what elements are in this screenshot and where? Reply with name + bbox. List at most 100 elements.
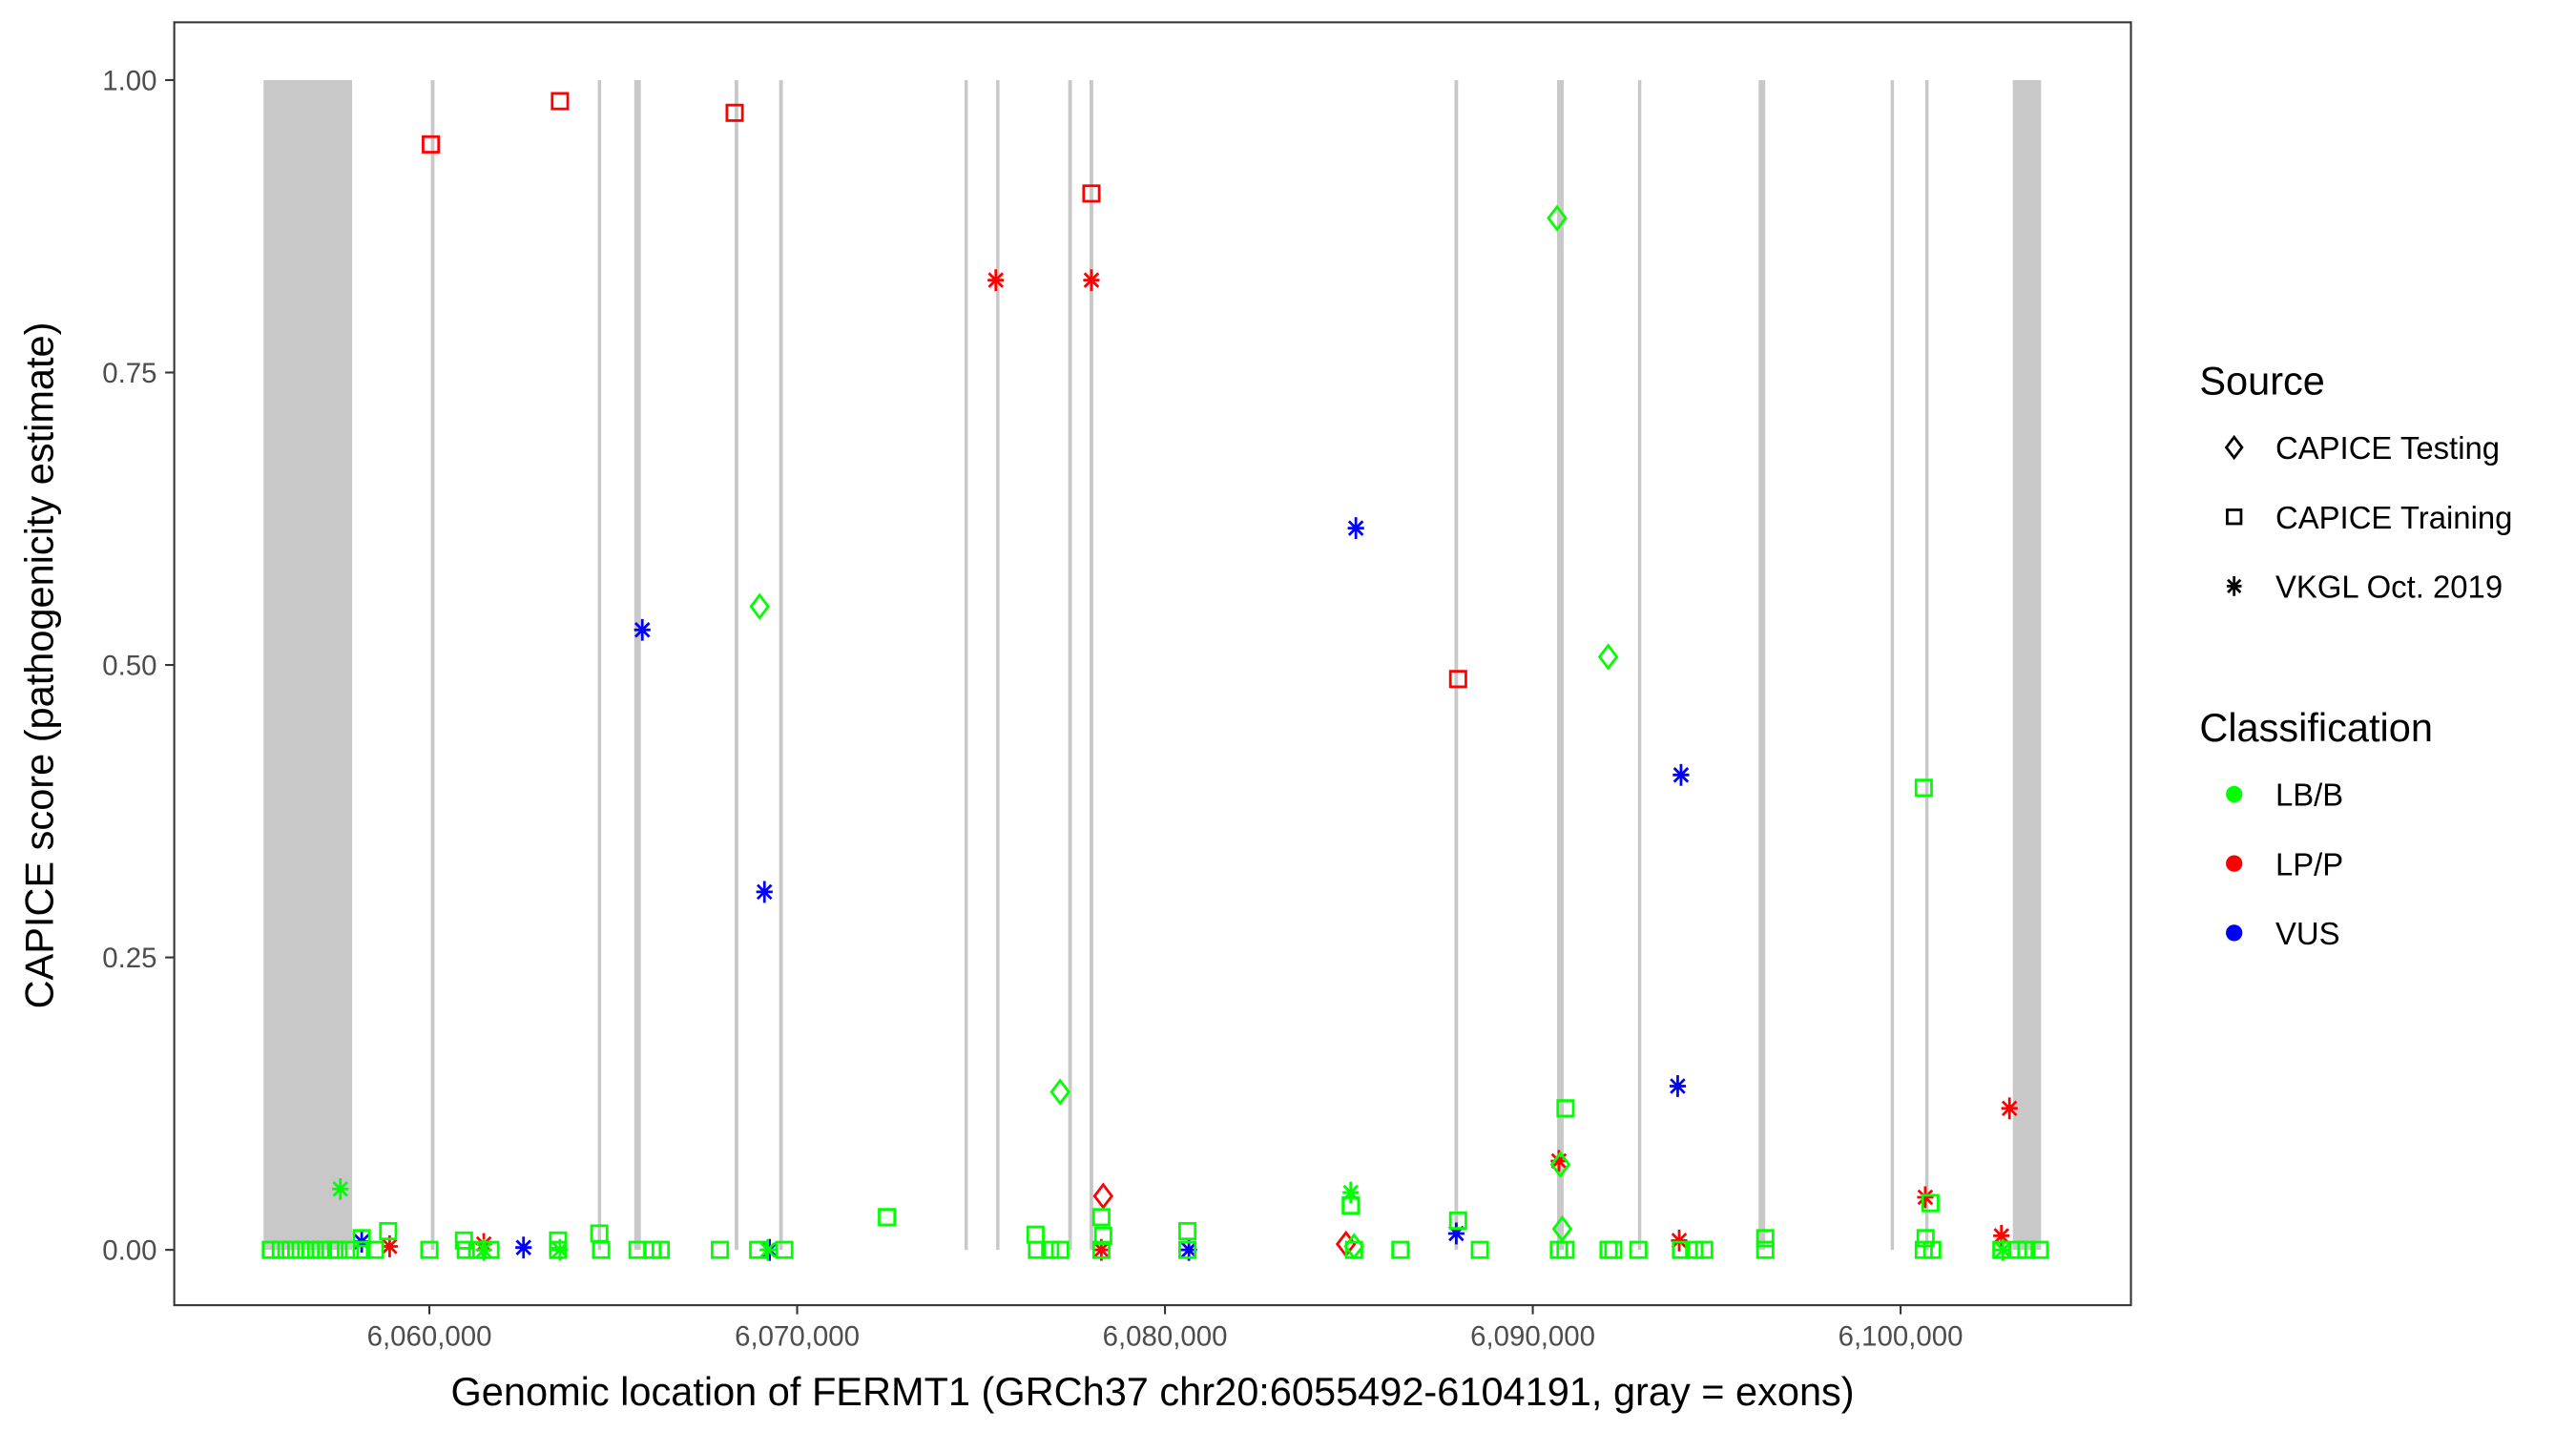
data-point [1347, 517, 1364, 539]
data-point [1551, 1214, 1573, 1243]
data-point [329, 1240, 348, 1259]
data-point [1597, 643, 1619, 671]
data-point [749, 592, 771, 620]
data-point [1556, 1099, 1575, 1118]
exon-band [964, 79, 968, 1251]
legend-key-diamond-icon [2224, 434, 2244, 461]
y-axis: 0.00 0.25 0.50 0.75 1.00 [102, 65, 175, 1267]
data-point [1049, 1078, 1070, 1106]
data-point [756, 881, 773, 903]
legend-key-dot-icon [2226, 924, 2243, 942]
data-point [311, 1240, 330, 1259]
data-point [481, 1240, 500, 1259]
data-point [551, 1238, 569, 1261]
data-point [711, 1240, 730, 1259]
exon-band [735, 79, 738, 1251]
y-tick-label: 0.50 [102, 650, 156, 681]
x-tick-label: 6,080,000 [1103, 1321, 1228, 1353]
legend-classification-label: LP/P [2275, 846, 2343, 881]
data-point [1091, 1240, 1111, 1259]
data-point [1672, 763, 1690, 786]
exon-band [1557, 79, 1564, 1251]
legend-classification-label: LB/B [2275, 778, 2343, 813]
exon-band [634, 79, 641, 1251]
legend-classification-label: VUS [2275, 916, 2340, 951]
exon-band [263, 79, 353, 1251]
y-tick-label: 0.25 [102, 943, 156, 974]
exon-band [430, 79, 435, 1251]
data-point [515, 1236, 532, 1259]
legend-source-label: CAPICE Testing [2275, 430, 2500, 466]
data-point [1669, 1075, 1687, 1097]
data-point [1082, 184, 1101, 203]
data-point [987, 269, 1005, 292]
exon-band [1068, 79, 1072, 1251]
x-axis: 6,060,000 6,070,000 6,080,000 6,090,000 6,10… [367, 1305, 1963, 1353]
data-point [467, 1240, 487, 1259]
data-point [1556, 1240, 1575, 1259]
data-point [1028, 1240, 1047, 1259]
data-point [1994, 1238, 2011, 1261]
data-point [2030, 1240, 2049, 1259]
x-tick-label: 6,090,000 [1470, 1321, 1595, 1353]
data-point [261, 1240, 280, 1259]
data-point [1629, 1240, 1648, 1259]
data-point [725, 103, 744, 122]
data-point [1178, 1222, 1197, 1241]
exon-band [597, 79, 602, 1251]
exon-band [1890, 79, 1895, 1251]
data-point [271, 1240, 290, 1259]
data-point [1917, 1186, 1934, 1209]
x-tick-label: 6,100,000 [1839, 1321, 1963, 1353]
data-point [1755, 1229, 1775, 1248]
data-point [1091, 1208, 1111, 1227]
data-point [549, 1240, 568, 1259]
data-point [1694, 1240, 1714, 1259]
exon-band [1637, 79, 1642, 1251]
data-point [1083, 269, 1100, 292]
y-tick-label: 1.00 [102, 65, 156, 96]
data-point [420, 1240, 439, 1259]
data-point [1549, 1151, 1571, 1178]
data-point [759, 1238, 777, 1261]
data-point [652, 1240, 671, 1259]
data-point [878, 1208, 897, 1227]
data-point [1391, 1240, 1410, 1259]
data-point [291, 1240, 310, 1259]
data-point [1604, 1240, 1623, 1259]
data-point [1092, 1238, 1110, 1261]
data-point [381, 1235, 398, 1257]
data-point [1448, 670, 1467, 689]
legend-key-dot-icon [2226, 855, 2243, 872]
x-tick-label: 6,070,000 [735, 1321, 860, 1353]
data-point [341, 1240, 360, 1259]
data-point [1093, 1226, 1112, 1245]
data-point [1180, 1238, 1197, 1261]
legend-key-asterisk-icon [2226, 576, 2242, 596]
data-point [592, 1240, 611, 1259]
x-axis-title: Genomic location of FERMT1 (GRCh37 chr20… [451, 1369, 1855, 1414]
exon-band [1758, 79, 1766, 1251]
data-point [1672, 1240, 1691, 1259]
data-point [301, 1240, 321, 1259]
data-point [634, 618, 651, 641]
legend-key-dot-icon [2226, 785, 2243, 803]
data-point [551, 92, 570, 111]
legend-source: Source CAPICE Testing CAPICE Training VKGL… [2199, 359, 2512, 605]
data-point [1470, 1240, 1489, 1259]
data-point [1685, 1240, 1704, 1259]
legend-source-label: CAPICE Training [2275, 500, 2513, 535]
data-point [1050, 1240, 1070, 1259]
data-point [1755, 1240, 1775, 1259]
data-point [1342, 1181, 1360, 1204]
data-point [549, 1231, 568, 1250]
data-point [352, 1240, 371, 1259]
data-point [749, 1240, 768, 1259]
y-tick-label: 0.00 [102, 1235, 156, 1267]
data-point [2017, 1240, 2036, 1259]
plot-panel-border [173, 21, 2132, 1307]
data-point [1550, 1150, 1568, 1172]
data-point [1448, 1211, 1467, 1231]
exon-band [779, 79, 783, 1251]
